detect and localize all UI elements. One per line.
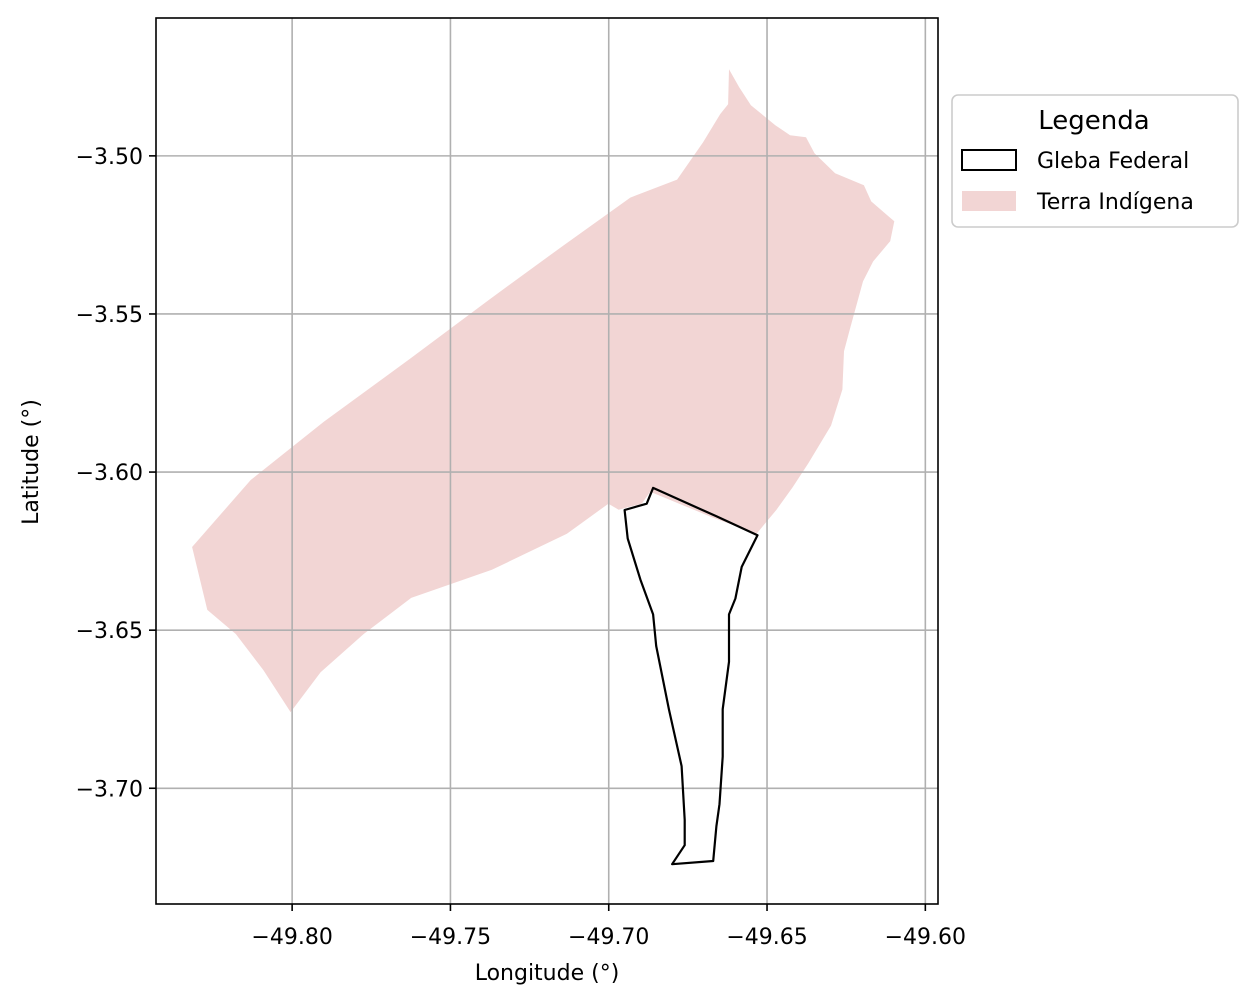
terra-indigena-layer (192, 69, 895, 713)
legend-label-gleba-federal: Gleba Federal (1037, 149, 1189, 174)
x-tick-label: −49.75 (410, 925, 491, 950)
y-tick-label: −3.60 (76, 461, 143, 486)
terra-indigena-polygon (192, 69, 895, 713)
x-tick-label: −49.80 (251, 925, 332, 950)
legend: Legenda Gleba Federal Terra Indígena (951, 94, 1239, 228)
y-tick-label: −3.50 (76, 145, 143, 170)
y-axis-label: Latitude (°) (19, 399, 44, 525)
plot-frame (155, 17, 939, 905)
x-axis-label: Longitude (°) (475, 961, 620, 986)
gridlines (156, 18, 938, 904)
y-axis-ticks: −3.50 −3.55 −3.60 −3.65 −3.70 (76, 145, 156, 802)
gleba-federal-polygon (623, 486, 759, 866)
x-tick-label: −49.70 (568, 925, 649, 950)
y-tick-label: −3.70 (76, 777, 143, 802)
x-axis-ticks: −49.80 −49.75 −49.70 −49.65 −49.60 (251, 904, 966, 950)
legend-title: Legenda (1038, 106, 1149, 136)
y-tick-label: −3.65 (76, 619, 143, 644)
plot-area (155, 17, 939, 905)
legend-box (951, 94, 1239, 228)
y-tick-label: −3.55 (76, 303, 143, 328)
x-tick-label: −49.60 (885, 925, 966, 950)
legend-label-terra-indigena: Terra Indígena (1036, 190, 1194, 215)
legend-swatch-gleba-federal (961, 149, 1017, 171)
x-tick-label: −49.65 (726, 925, 807, 950)
gleba-federal-layer (623, 486, 759, 866)
legend-swatch-terra-indigena (962, 191, 1016, 211)
